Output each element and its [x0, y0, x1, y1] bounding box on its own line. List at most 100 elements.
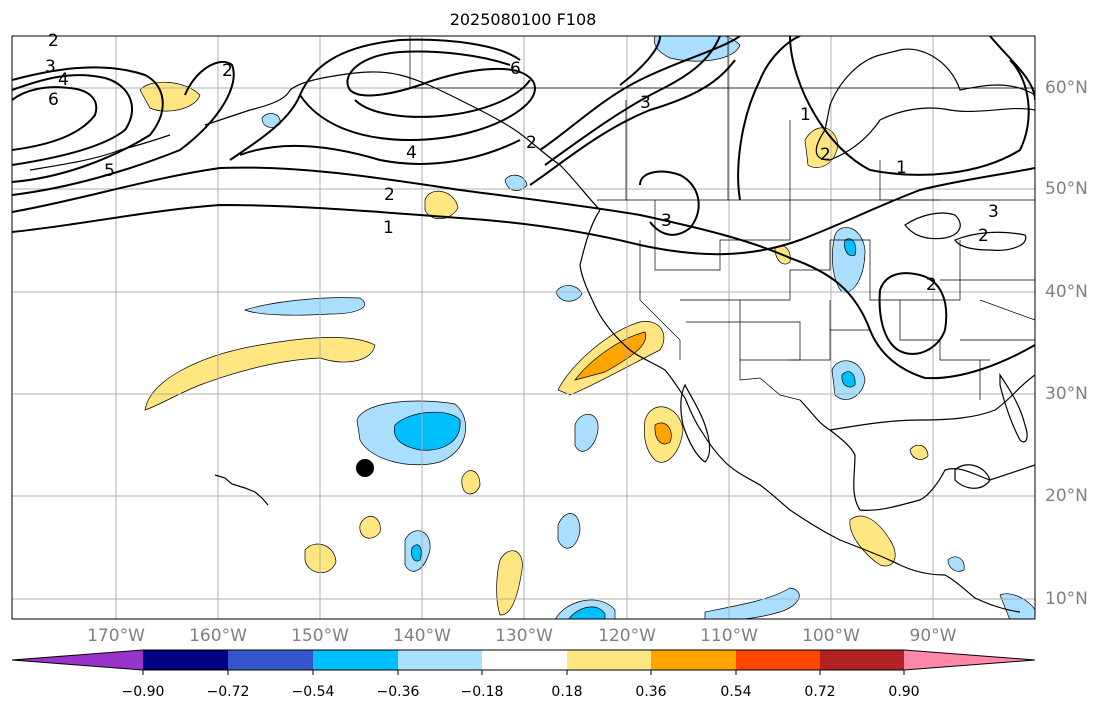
negative-anomaly-area: [574, 414, 599, 452]
colorbar-extend-min: [12, 650, 143, 670]
latitude-label: 30°N: [1045, 384, 1088, 404]
contour-line-4: [239, 139, 521, 165]
contour-label: 2: [222, 61, 233, 81]
contour-label: 2: [978, 226, 989, 246]
negative-anomaly-area: [394, 411, 461, 451]
negative-anomaly-area: [557, 513, 581, 549]
contour-label: 2: [526, 133, 537, 153]
negative-anomaly-area: [504, 174, 528, 191]
longitude-label: 140°W: [393, 626, 451, 646]
gulf-of-mexico-coast: [799, 399, 1035, 511]
florida: [999, 373, 1028, 443]
colorbar-tick-label: 0.72: [804, 684, 836, 700]
contour-line-6: [354, 79, 531, 118]
colorbar-tick-label: 0.36: [635, 684, 667, 700]
hawaii-islands: [214, 474, 269, 506]
negative-anomaly-area: [653, 36, 741, 62]
positive-anomaly-area: [144, 337, 376, 411]
contour-line-3: [12, 60, 235, 196]
colorbar-segment: [651, 650, 736, 670]
contour-label-group: 2 3 4 6 2 5 2 1 4 6 3 2 1 3 2 3 2 1 2: [45, 31, 999, 295]
longitude-label: 170°W: [87, 626, 145, 646]
contour-lines: [12, 36, 1035, 380]
colorbar: [11, 649, 1036, 675]
contour-label: 2: [48, 31, 59, 51]
yucatan-peninsula: [954, 464, 991, 489]
negative-anomaly-area: [832, 227, 866, 293]
contour-line-5: [299, 50, 536, 142]
aleutian-islands: [29, 134, 171, 171]
contour-label: 3: [988, 202, 999, 222]
location-marker: [356, 459, 374, 477]
contour-line-2: [544, 36, 721, 166]
colorbar-extend-max: [904, 650, 1035, 670]
latitude-label: 40°N: [1045, 282, 1088, 302]
negative-anomaly-area: [844, 238, 857, 256]
longitude-label: 160°W: [189, 626, 247, 646]
contour-label: 4: [58, 70, 69, 90]
contour-line-3: [639, 170, 700, 236]
negative-anomaly-area: [999, 593, 1035, 619]
north-america-west-coast: [204, 71, 601, 211]
colorbar-tick-label: 0.18: [551, 684, 583, 700]
contour-label: 2: [384, 185, 395, 205]
positive-anomaly-area: [909, 444, 929, 460]
negative-anomaly-area: [243, 297, 365, 316]
negative-anomaly-area: [261, 113, 281, 128]
map-frame: [11, 35, 1036, 620]
contour-label: 5: [104, 161, 115, 181]
contour-line-1: [12, 167, 1035, 256]
contour-label: 4: [406, 143, 417, 163]
anomaly-shading: [139, 36, 1035, 619]
colorbar-segment: [313, 650, 398, 670]
colorbar-tick-label: −0.54: [291, 684, 335, 700]
contour-label: 2: [926, 275, 937, 295]
contour-label: 3: [45, 57, 56, 77]
map-content: [12, 36, 1035, 619]
longitude-label: 110°W: [700, 626, 758, 646]
great-lakes: [954, 231, 1027, 251]
negative-anomaly-area: [568, 606, 606, 619]
colorbar-segment: [398, 650, 482, 670]
latitude-label: 10°N: [1045, 589, 1088, 609]
contour-line-2: [529, 59, 736, 186]
colorbar-segment: [736, 650, 820, 670]
colorbar-tick-label: −0.72: [206, 684, 250, 700]
contour-line-3: [12, 86, 98, 151]
colorbar-tick-label: −0.90: [121, 684, 165, 700]
positive-anomaly-area: [139, 81, 201, 112]
positive-anomaly-area: [359, 516, 381, 539]
negative-anomaly-area: [947, 556, 965, 572]
great-lakes: [904, 212, 961, 240]
us-pacific-coast: [579, 209, 1021, 613]
colorbar-segment: [820, 650, 904, 670]
colorbar-tick-label: −0.36: [376, 684, 420, 700]
positive-anomaly-area: [461, 470, 481, 495]
contour-label: 3: [640, 93, 651, 113]
contour-label: 6: [510, 59, 521, 79]
latitude-label: 60°N: [1045, 78, 1088, 98]
contour-label: 1: [383, 218, 394, 238]
map-title: 2025080100 F108: [449, 10, 597, 29]
colorbar-tick-label: −0.18: [460, 684, 504, 700]
contour-line-2: [737, 36, 801, 201]
coastlines: [29, 48, 1035, 613]
colorbar-segment: [228, 650, 313, 670]
north-america-west-coast: [815, 48, 1035, 161]
colorbar-segment: [567, 650, 651, 670]
contour-line-4: [12, 66, 164, 183]
latitude-label: 20°N: [1045, 486, 1088, 506]
longitude-label: 90°W: [909, 626, 957, 646]
positive-anomaly-area: [849, 515, 896, 567]
contour-line-3: [989, 36, 1035, 101]
negative-anomaly-area: [411, 544, 422, 562]
contour-line-1: [789, 36, 1030, 176]
contour-line-6: [12, 74, 134, 166]
positive-anomaly-area: [496, 550, 523, 616]
contour-label: 2: [820, 145, 831, 165]
positive-anomaly-area: [654, 422, 672, 445]
contour-label: 6: [48, 90, 59, 110]
political-borders: [409, 36, 1035, 401]
negative-anomaly-area: [841, 371, 856, 388]
